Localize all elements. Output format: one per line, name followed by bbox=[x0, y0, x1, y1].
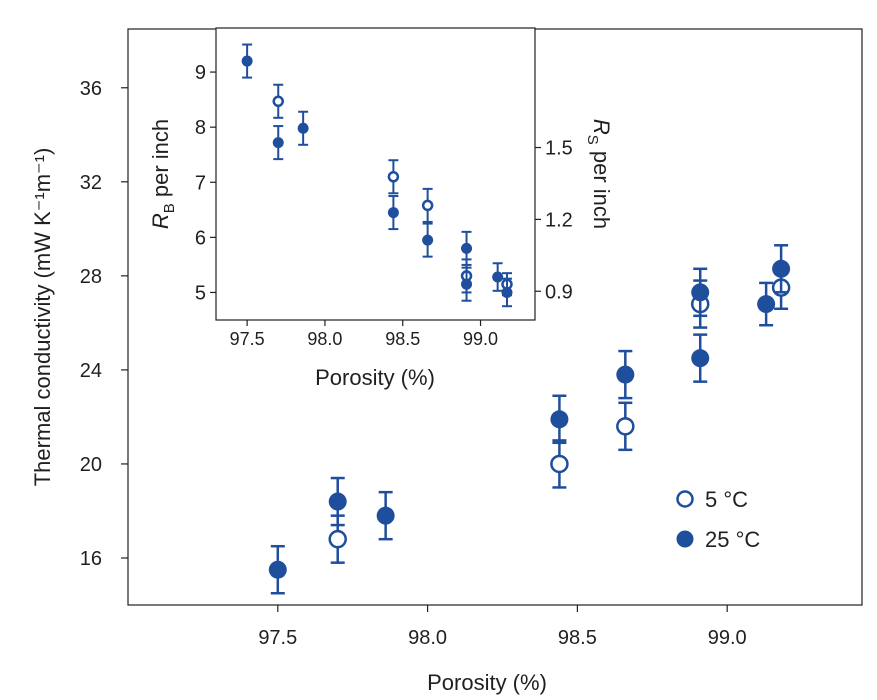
main-point-25c bbox=[550, 410, 569, 429]
inset-x-tick-label: 97.5 bbox=[230, 329, 265, 349]
inset-right-y-label-subscript: S bbox=[584, 135, 601, 145]
legend: 5 °C 25 °C bbox=[676, 487, 760, 552]
main-x-tick-label: 98.5 bbox=[558, 627, 597, 649]
main-y-axis-label: Thermal conductivity (mW K⁻¹m⁻¹) bbox=[30, 148, 55, 487]
inset-point-25c bbox=[501, 286, 513, 298]
legend-marker-5c bbox=[676, 490, 694, 508]
legend-label-25c: 25 °C bbox=[705, 527, 760, 552]
main-y-tick-label: 28 bbox=[80, 266, 102, 288]
inset-x-axis-label: Porosity (%) bbox=[315, 365, 435, 390]
inset-right-y-label-symbol: R bbox=[589, 119, 614, 135]
main-point-5c bbox=[616, 417, 635, 436]
main-y-tick-label: 36 bbox=[80, 78, 102, 100]
main-y-tick-label: 24 bbox=[80, 360, 102, 382]
main-data-points bbox=[268, 244, 791, 595]
main-point-25c bbox=[772, 259, 791, 278]
inset-chart: 97.5 98.0 98.5 99.0 5 6 7 8 9 0.9 1.2 1.5 Porosity … bbox=[148, 27, 614, 390]
inset-plot-frame bbox=[215, 27, 536, 321]
main-x-tick-label: 98.0 bbox=[408, 627, 447, 649]
legend-marker-25c bbox=[676, 530, 694, 548]
inset-point-25c bbox=[297, 122, 309, 134]
inset-point-5c bbox=[387, 171, 400, 183]
inset-point-25c bbox=[422, 234, 434, 246]
inset-point-25c bbox=[272, 137, 284, 149]
main-point-25c bbox=[691, 349, 710, 368]
main-point-5c bbox=[550, 454, 569, 474]
inset-point-25c bbox=[492, 271, 504, 283]
inset-x-tick-label: 98.0 bbox=[307, 329, 342, 349]
main-x-axis-label: Porosity (%) bbox=[427, 670, 547, 695]
inset-left-y-label-symbol: R bbox=[148, 213, 173, 229]
inset-left-y-tick-label: 8 bbox=[195, 117, 206, 139]
main-point-25c bbox=[328, 492, 347, 511]
main-x-tick-label: 99.0 bbox=[708, 627, 747, 649]
main-y-tick-label: 32 bbox=[80, 172, 102, 194]
inset-x-tick-label: 99.0 bbox=[463, 329, 498, 349]
inset-point-25c bbox=[461, 242, 473, 254]
main-point-25c bbox=[691, 283, 710, 302]
main-point-25c bbox=[268, 560, 287, 579]
inset-left-y-tick-label: 6 bbox=[195, 227, 206, 249]
inset-left-y-axis-label: RB per inch bbox=[148, 119, 178, 229]
main-y-tick-label: 20 bbox=[80, 454, 102, 476]
inset-point-25c bbox=[241, 55, 253, 67]
inset-left-y-tick-label: 5 bbox=[195, 282, 206, 304]
inset-point-5c bbox=[421, 199, 434, 212]
inset-left-y-tick-label: 9 bbox=[195, 62, 206, 84]
main-axis-ticks: 97.5 98.0 98.5 99.0 16 20 24 28 32 36 bbox=[80, 78, 747, 649]
inset-point-25c bbox=[461, 278, 473, 290]
main-point-5c bbox=[328, 529, 347, 549]
main-point-25c bbox=[376, 506, 395, 525]
legend-label-5c: 5 °C bbox=[705, 487, 748, 512]
main-x-tick-label: 97.5 bbox=[258, 627, 297, 649]
inset-left-y-label-rest: per inch bbox=[148, 119, 173, 203]
inset-data-points bbox=[241, 43, 513, 308]
inset-point-25c bbox=[387, 207, 399, 219]
inset-right-y-axis-label: RS per inch bbox=[584, 119, 614, 229]
inset-right-y-tick-label: 1.5 bbox=[545, 138, 573, 160]
main-point-25c bbox=[757, 295, 776, 314]
inset-axis-ticks: 97.5 98.0 98.5 99.0 5 6 7 8 9 0.9 1.2 1.5 bbox=[195, 62, 573, 349]
inset-left-y-tick-label: 7 bbox=[195, 172, 206, 194]
main-point-25c bbox=[616, 365, 635, 384]
inset-point-5c bbox=[272, 95, 284, 108]
inset-right-y-tick-label: 0.9 bbox=[545, 281, 573, 303]
main-y-tick-label: 16 bbox=[80, 548, 102, 570]
inset-x-tick-label: 98.5 bbox=[385, 329, 420, 349]
inset-left-y-label-subscript: B bbox=[161, 203, 178, 213]
inset-right-y-label-rest: per inch bbox=[589, 145, 614, 229]
inset-right-y-tick-label: 1.2 bbox=[545, 209, 573, 231]
